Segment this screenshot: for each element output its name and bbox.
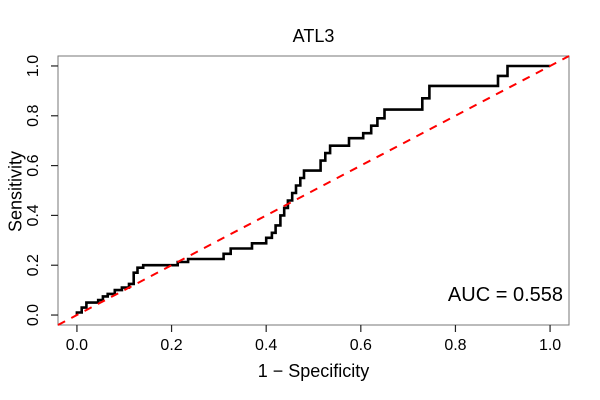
roc-curve-line — [75, 64, 551, 315]
y-tick-label: 1.0 — [25, 55, 42, 77]
x-tick-label: 0.4 — [255, 337, 277, 354]
plot-box — [57, 55, 570, 326]
x-tick-label: 0.8 — [444, 337, 466, 354]
y-tick-label: 0.8 — [25, 105, 42, 127]
x-tick-label: 0.0 — [66, 337, 88, 354]
x-axis-label: 1 − Specificity — [257, 361, 370, 381]
y-tick-label: 0.4 — [25, 204, 42, 226]
y-tick-label: 0.2 — [25, 254, 42, 276]
reference-diagonal-line — [57, 55, 570, 326]
x-tick-label: 0.2 — [160, 337, 182, 354]
chart-title: ATL3 — [292, 26, 335, 46]
auc-annotation: AUC = 0.558 — [447, 284, 563, 306]
y-tick-label: 0.6 — [25, 154, 42, 176]
y-tick-label: 0.0 — [25, 304, 42, 326]
x-tick-label: 0.6 — [350, 337, 372, 354]
x-tick-label: 1.0 — [539, 337, 561, 354]
